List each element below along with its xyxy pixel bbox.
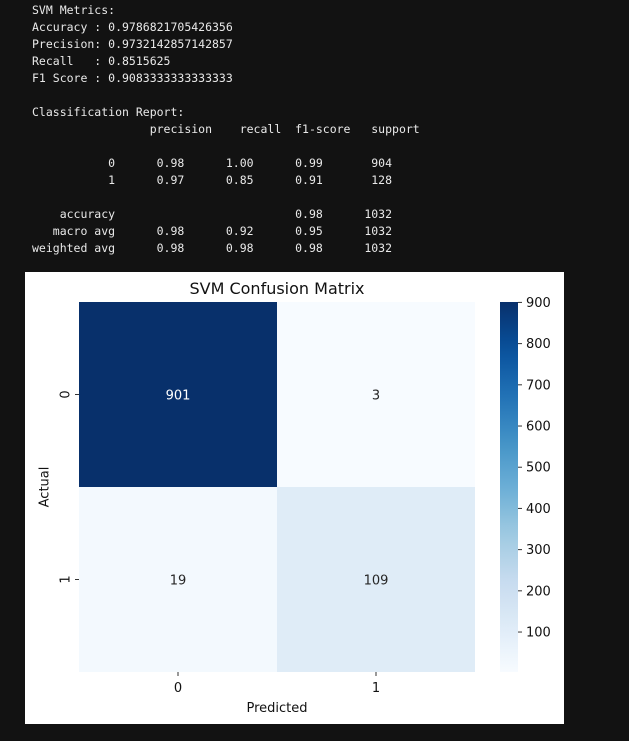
report-column-headers: precision recall f1-score support <box>32 122 420 136</box>
heatmap-cell <box>277 487 475 672</box>
colorbar <box>500 302 518 672</box>
y-axis-label: Actual <box>38 467 53 508</box>
x-tick-label: 1 <box>372 681 380 696</box>
cell-value-label: 19 <box>170 574 187 589</box>
confusion-matrix-chart: SVM Confusion Matrix 901 3 19 109 0 1 Predicted… <box>38 279 551 716</box>
cell-value-label: 109 <box>364 574 389 589</box>
metrics-header: SVM Metrics: <box>32 3 116 17</box>
y-tick-label: 0 <box>59 390 74 398</box>
metric-line: Accuracy : 0.9786821705426356 <box>32 20 233 34</box>
heatmap-cell <box>277 302 475 487</box>
colorbar-tick-label: 800 <box>526 337 551 352</box>
heatmap-cell <box>79 487 277 672</box>
report-row: 1 0.97 0.85 0.91 128 <box>32 173 393 187</box>
colorbar-tick-label: 200 <box>526 584 551 599</box>
report-header: Classification Report: <box>32 105 185 119</box>
colorbar-tick-label: 400 <box>526 502 551 517</box>
report-summary-row: weighted avg 0.98 0.98 0.98 1032 <box>32 241 393 255</box>
y-tick-label: 1 <box>59 575 74 583</box>
heatmap-cell <box>79 302 277 487</box>
report-summary-row: accuracy 0.98 1032 <box>32 207 393 221</box>
console-output: SVM Metrics: Accuracy : 0.97868217054263… <box>32 2 420 257</box>
cell-value-label: 3 <box>372 389 380 404</box>
colorbar-tick-label: 300 <box>526 543 551 558</box>
metric-line: F1 Score : 0.9083333333333333 <box>32 71 233 85</box>
metric-line: Precision: 0.9732142857142857 <box>32 37 233 51</box>
colorbar-tick-label: 700 <box>526 378 551 393</box>
chart-title: SVM Confusion Matrix <box>189 279 364 298</box>
x-tick-label: 0 <box>174 681 182 696</box>
confusion-matrix-figure: SVM Confusion Matrix 901 3 19 109 0 1 Predicted… <box>25 272 564 724</box>
x-axis-label: Predicted <box>246 701 307 716</box>
metric-line: Recall : 0.8515625 <box>32 54 171 68</box>
cell-value-label: 901 <box>166 389 191 404</box>
report-row: 0 0.98 1.00 0.99 904 <box>32 156 393 170</box>
colorbar-tick-label: 600 <box>526 420 551 435</box>
report-summary-row: macro avg 0.98 0.92 0.95 1032 <box>32 224 393 238</box>
colorbar-tick-label: 900 <box>526 296 551 311</box>
colorbar-tick-label: 500 <box>526 461 551 476</box>
colorbar-tick-label: 100 <box>526 626 551 641</box>
